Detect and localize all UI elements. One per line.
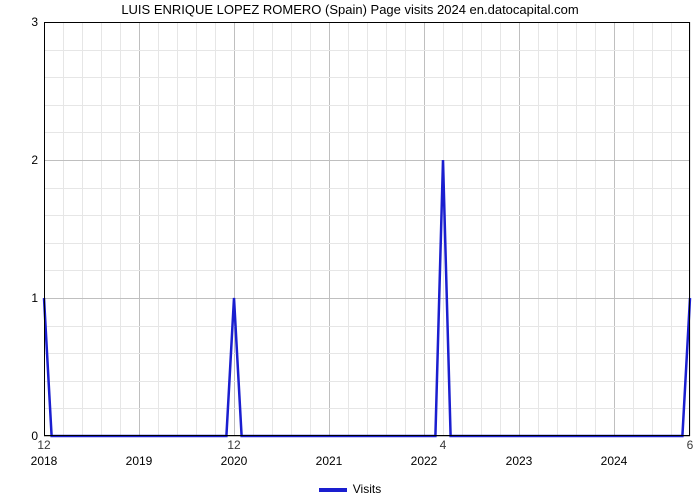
x-tick-label: 2023	[489, 454, 549, 468]
x-tick-label: 2024	[584, 454, 644, 468]
x-tick-label: 2018	[14, 454, 74, 468]
legend-swatch	[319, 488, 347, 492]
x-tick-label: 2020	[204, 454, 264, 468]
data-point-label: 4	[428, 438, 458, 452]
legend: Visits	[0, 482, 700, 496]
data-point-label: 12	[219, 438, 249, 452]
y-tick-label: 1	[8, 291, 38, 305]
gridline-minor-v	[690, 22, 691, 436]
y-tick-label: 2	[8, 153, 38, 167]
legend-label: Visits	[353, 482, 381, 496]
x-tick-label: 2021	[299, 454, 359, 468]
x-tick-label: 2022	[394, 454, 454, 468]
data-point-label: 6	[675, 438, 700, 452]
series-line	[44, 22, 690, 436]
data-point-label: 12	[29, 438, 59, 452]
chart-title: LUIS ENRIQUE LOPEZ ROMERO (Spain) Page v…	[0, 2, 700, 17]
x-tick-label: 2019	[109, 454, 169, 468]
y-tick-label: 3	[8, 15, 38, 29]
plot-area	[44, 22, 690, 436]
